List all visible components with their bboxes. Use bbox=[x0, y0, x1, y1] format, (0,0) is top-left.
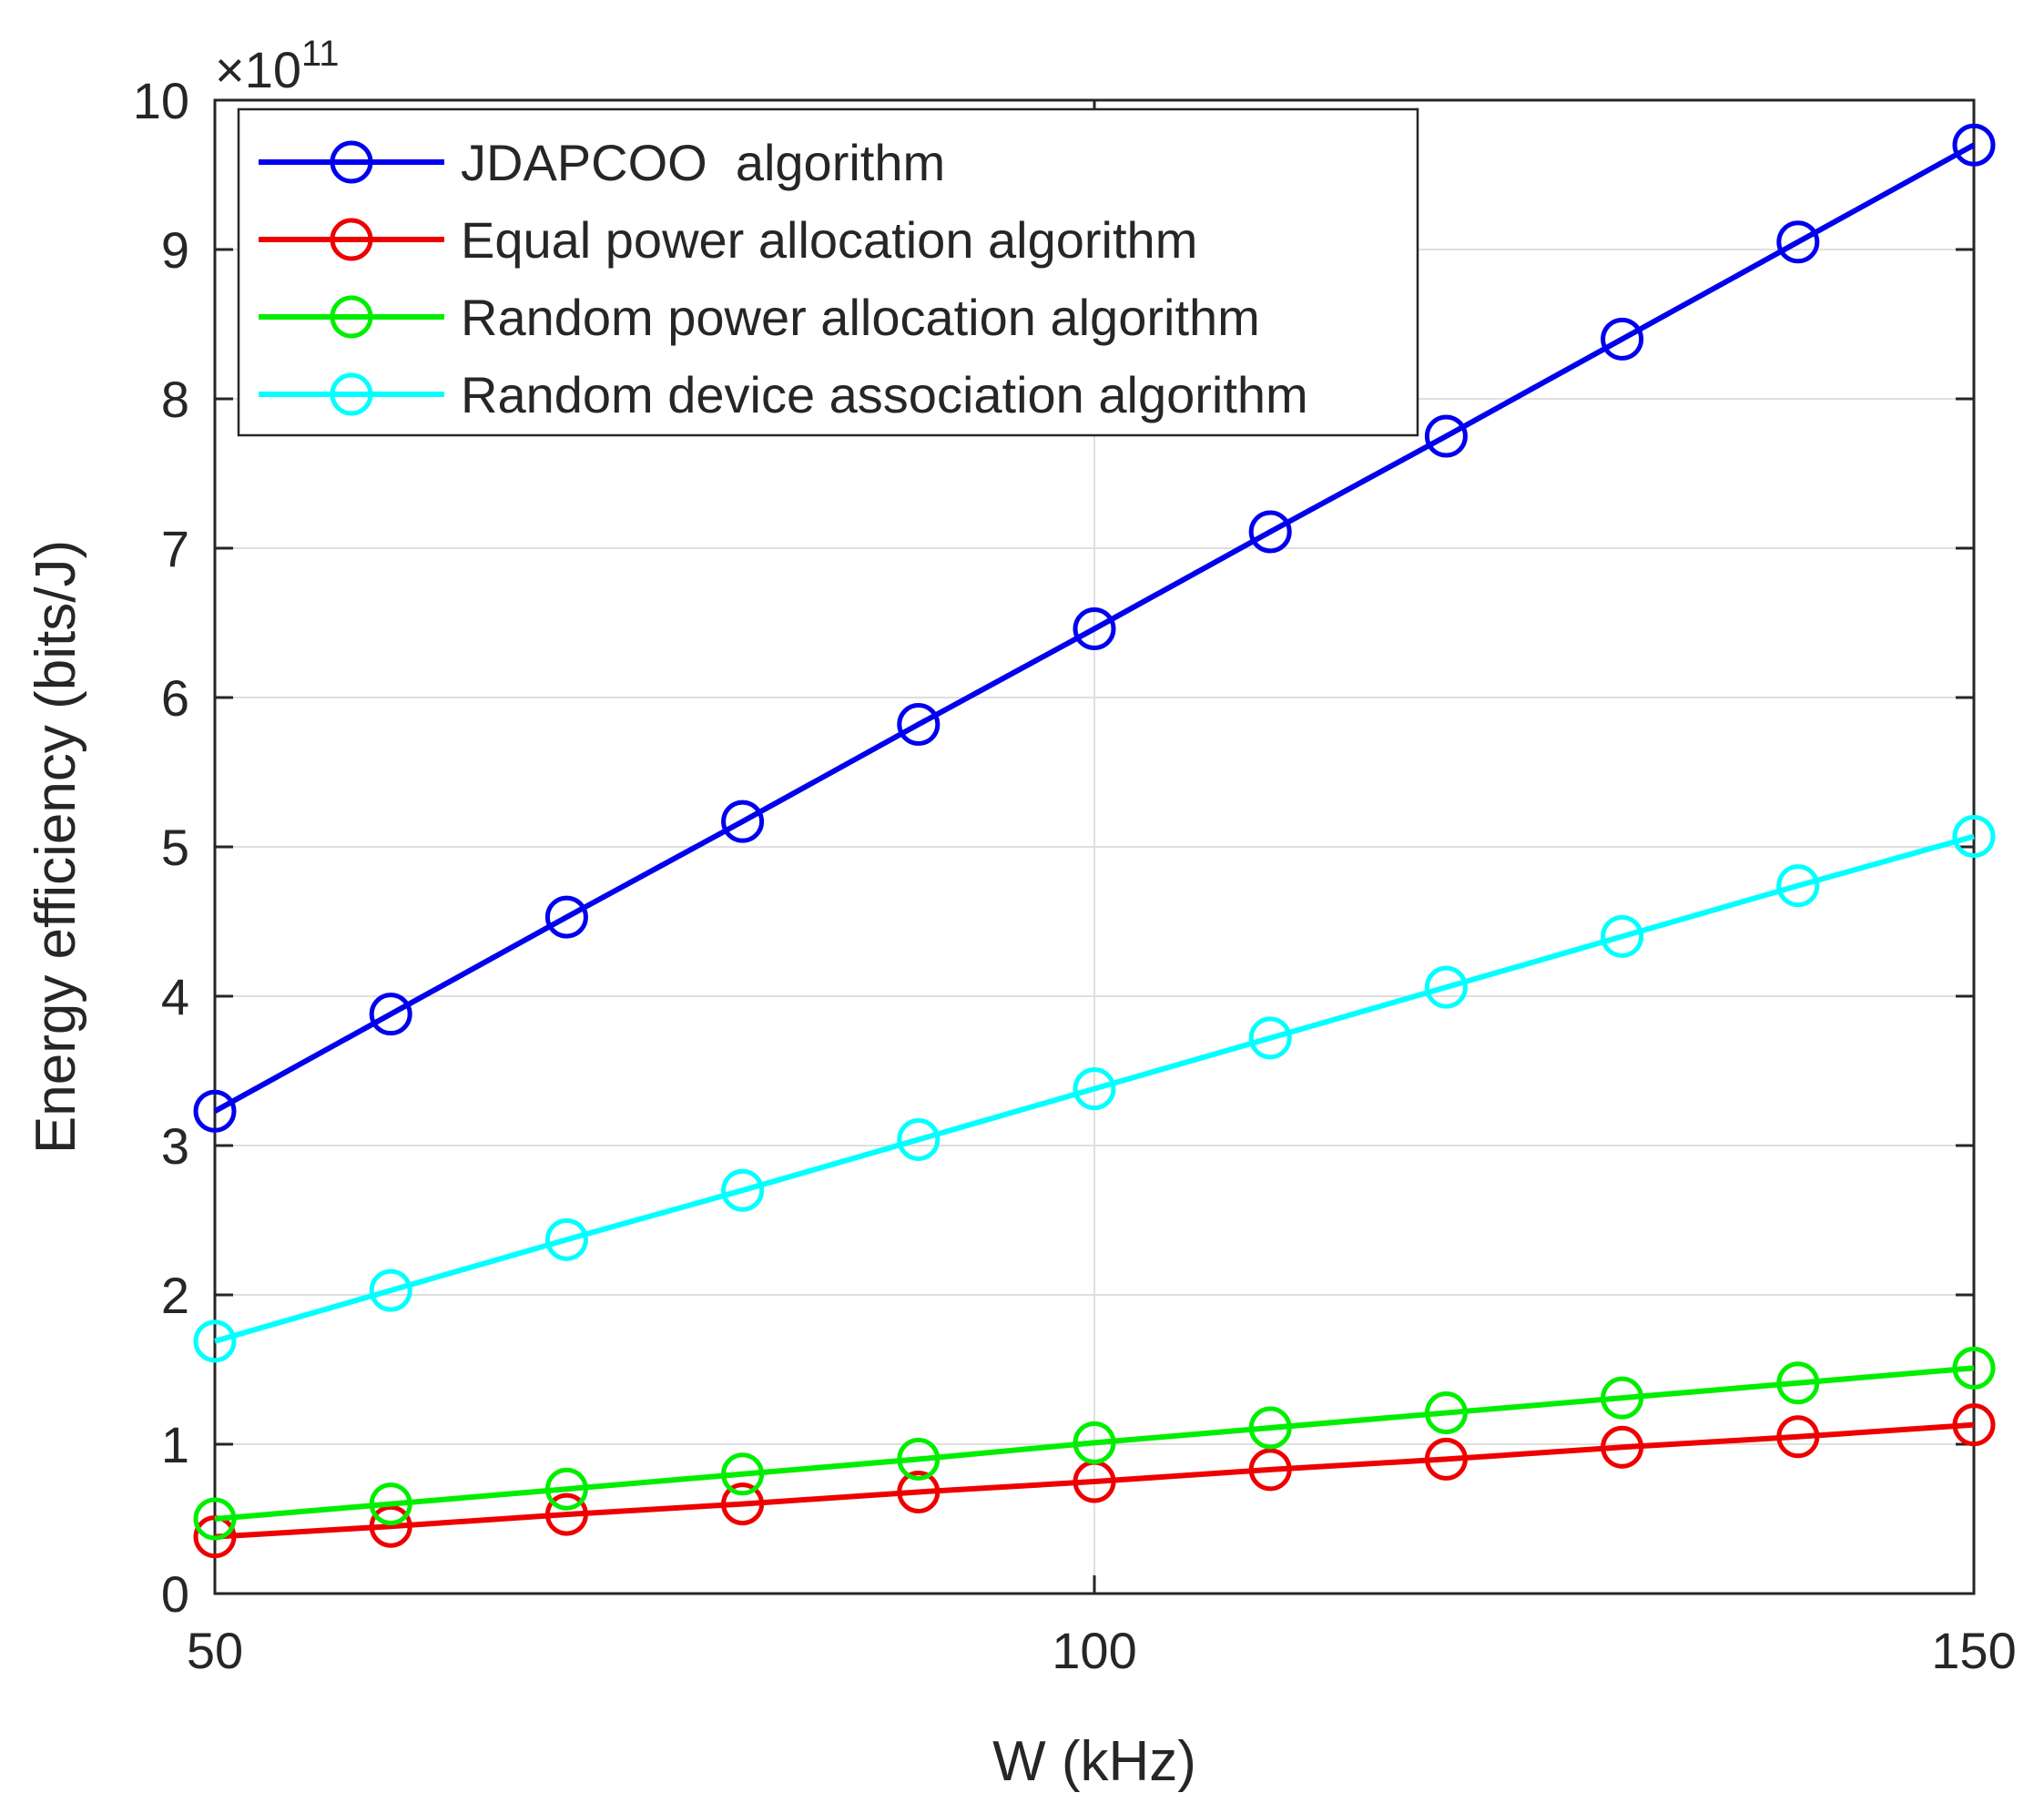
data-point bbox=[897, 1470, 941, 1513]
data-point bbox=[1248, 1016, 1292, 1060]
y-tick-label: 4 bbox=[161, 968, 189, 1025]
data-point bbox=[1601, 1425, 1644, 1469]
data-point bbox=[1952, 815, 1996, 859]
data-point bbox=[1601, 914, 1644, 958]
legend-label: JDAPCOO algorithm bbox=[461, 134, 945, 191]
series-2 bbox=[193, 1346, 1996, 1541]
y-multiplier-exponent: 11 bbox=[301, 34, 340, 74]
data-point bbox=[369, 1268, 412, 1312]
data-point bbox=[544, 1492, 588, 1536]
series-line bbox=[214, 1421, 1975, 1540]
data-point bbox=[1073, 1421, 1116, 1464]
legend-marker bbox=[330, 295, 373, 339]
data-point bbox=[897, 1117, 941, 1161]
y-tick-label: 6 bbox=[161, 669, 189, 727]
y-tick-label: 10 bbox=[133, 72, 189, 129]
data-point bbox=[1601, 1376, 1644, 1420]
data-point bbox=[721, 1168, 765, 1212]
x-tick-label: 50 bbox=[187, 1622, 243, 1679]
y-multiplier: ×1011 bbox=[215, 34, 340, 98]
data-point bbox=[897, 703, 941, 747]
data-point bbox=[544, 895, 588, 939]
legend-marker bbox=[330, 218, 373, 261]
data-point bbox=[1601, 317, 1644, 361]
legend-marker bbox=[330, 140, 373, 184]
data-point bbox=[1776, 864, 1820, 908]
y-tick-label: 2 bbox=[161, 1267, 189, 1324]
series-line bbox=[213, 142, 1976, 1114]
data-point bbox=[1248, 1406, 1292, 1450]
legend-entry: Random power allocation algorithm bbox=[259, 289, 1260, 346]
series-line bbox=[214, 1365, 1975, 1522]
data-point bbox=[1073, 607, 1116, 651]
x-tick-label: 150 bbox=[1931, 1622, 2016, 1679]
data-point bbox=[721, 800, 765, 843]
series-1 bbox=[193, 1403, 1996, 1559]
data-point bbox=[1776, 1361, 1820, 1405]
legend-marker bbox=[330, 372, 373, 416]
legend-label: Random power allocation algorithm bbox=[461, 289, 1260, 346]
y-tick-label: 7 bbox=[161, 520, 189, 577]
axis-ticks bbox=[213, 98, 1976, 1595]
y-multiplier-base: ×10 bbox=[215, 41, 301, 98]
data-point bbox=[1424, 1391, 1468, 1435]
series-3 bbox=[193, 815, 1996, 1363]
data-point bbox=[1248, 1448, 1292, 1492]
data-point bbox=[1424, 965, 1468, 1009]
data-point bbox=[193, 1089, 237, 1133]
series-line bbox=[214, 833, 1975, 1344]
y-tick-label: 5 bbox=[161, 819, 189, 876]
legend-entry: JDAPCOO algorithm bbox=[259, 134, 945, 191]
data-point bbox=[1952, 1403, 1996, 1447]
data-point bbox=[1424, 1437, 1468, 1481]
y-tick-label: 9 bbox=[161, 221, 189, 279]
data-point bbox=[369, 1482, 412, 1526]
data-point bbox=[1776, 220, 1820, 264]
data-point bbox=[1248, 510, 1292, 554]
x-tick-label: 100 bbox=[1052, 1622, 1136, 1679]
series-lines bbox=[193, 123, 1996, 1559]
legend-entries: JDAPCOO algorithm Equal power allocation … bbox=[259, 134, 1308, 423]
series-0 bbox=[193, 123, 1996, 1133]
legend-label: Random device association algorithm bbox=[461, 366, 1308, 423]
legend: JDAPCOO algorithm Equal power allocation … bbox=[237, 107, 1419, 437]
data-point bbox=[544, 1217, 588, 1261]
data-point bbox=[897, 1437, 941, 1481]
x-axis-label: W (kHz) bbox=[992, 1730, 1196, 1793]
y-tick-label: 0 bbox=[161, 1565, 189, 1623]
y-axis-label: Energy efficiency (bits/J) bbox=[25, 540, 87, 1154]
data-point bbox=[193, 1319, 237, 1363]
data-point bbox=[1073, 1067, 1116, 1111]
legend-label: Equal power allocation algorithm bbox=[461, 211, 1197, 269]
tick-labels: 0 1 2 3 4 5 6 7 8 9 10 50 100 150 bbox=[133, 72, 2017, 1679]
data-point bbox=[1952, 123, 1996, 167]
data-point bbox=[369, 1504, 412, 1548]
data-point bbox=[544, 1467, 588, 1511]
data-point bbox=[1424, 414, 1468, 458]
legend-entry: Random device association algorithm bbox=[259, 366, 1308, 423]
y-tick-label: 3 bbox=[161, 1117, 189, 1175]
data-point bbox=[1952, 1346, 1996, 1390]
legend-entry: Equal power allocation algorithm bbox=[259, 211, 1197, 269]
svg-text:×1011: ×1011 bbox=[215, 34, 340, 98]
y-tick-label: 1 bbox=[161, 1416, 189, 1473]
data-point bbox=[1776, 1415, 1820, 1459]
data-point bbox=[721, 1482, 765, 1526]
y-tick-label: 8 bbox=[161, 371, 189, 428]
data-point bbox=[193, 1497, 237, 1541]
data-point bbox=[721, 1452, 765, 1496]
data-point bbox=[369, 993, 412, 1036]
